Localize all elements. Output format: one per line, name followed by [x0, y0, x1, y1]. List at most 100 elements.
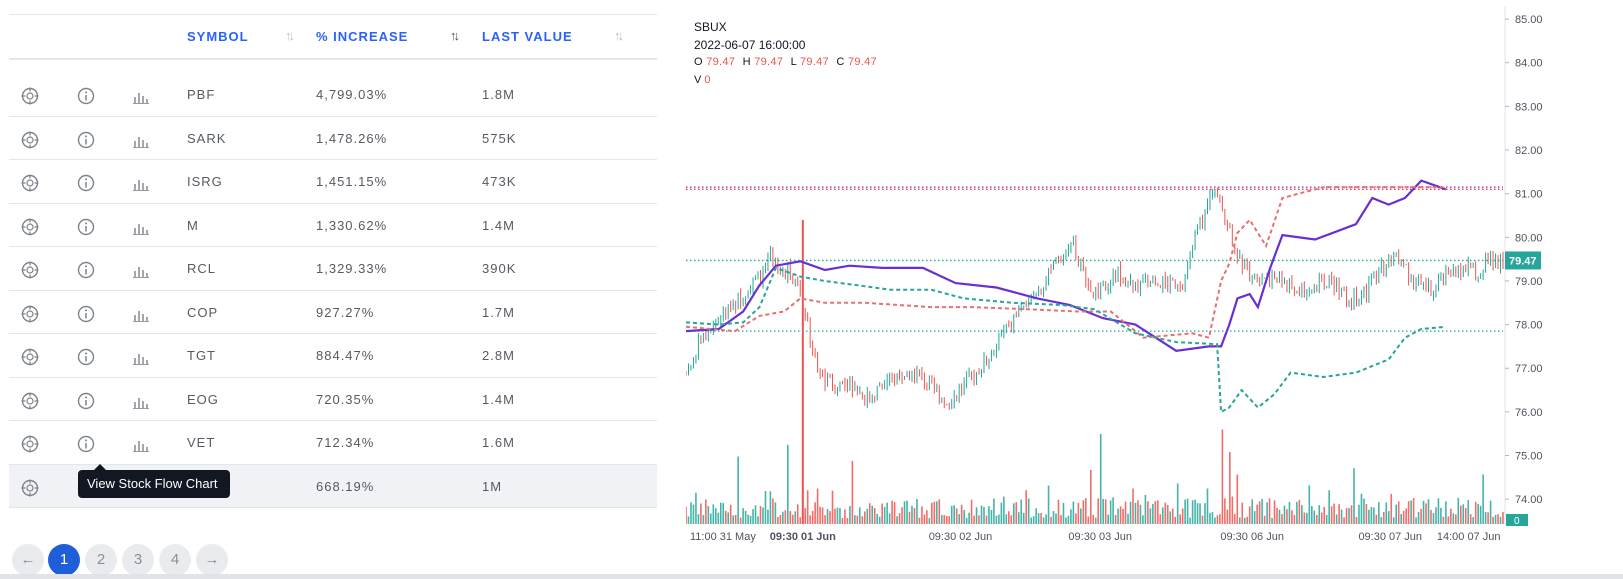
crosshair-icon[interactable]	[20, 173, 40, 193]
crosshair-icon[interactable]	[20, 130, 40, 150]
price-tick-label: 82.00	[1515, 145, 1543, 157]
chart-canvas[interactable]: 85.00 84.00 83.00 82.00 81.00 80.00 79.00 78.00…	[686, 6, 1623, 566]
volume-bar	[938, 499, 941, 524]
volume-bar	[814, 502, 816, 524]
row-symbol: VET	[187, 435, 216, 450]
sort-increase-icon[interactable]: ↑↓	[450, 28, 460, 43]
volume-bar	[913, 508, 916, 524]
volume-bar	[1042, 517, 1045, 524]
volume-bar	[747, 514, 749, 524]
bar-chart-icon[interactable]	[131, 217, 151, 237]
volume-bar	[851, 461, 854, 524]
bar-chart-icon[interactable]	[131, 173, 151, 193]
volume-bar	[1209, 512, 1211, 524]
bar-chart-icon[interactable]	[131, 130, 151, 150]
volume-bar	[692, 504, 695, 524]
volume-bar	[724, 510, 727, 524]
volume-bar	[978, 515, 980, 524]
table-row[interactable]: TGT 884.47% 2.8M	[9, 334, 657, 378]
close-label: C	[836, 56, 845, 68]
column-increase[interactable]: % INCREASE	[316, 29, 409, 44]
prev-page-button[interactable]: ←	[12, 544, 44, 576]
crosshair-icon[interactable]	[20, 86, 40, 106]
row-last-value: 473K	[482, 174, 517, 189]
info-icon[interactable]	[76, 304, 96, 324]
row-increase: 4,799.03%	[316, 87, 388, 102]
info-icon[interactable]	[76, 434, 96, 454]
volume-bar	[714, 508, 717, 524]
info-icon[interactable]	[76, 391, 96, 411]
crosshair-icon[interactable]	[20, 304, 40, 324]
volume-bar	[759, 505, 762, 524]
crosshair-icon[interactable]	[20, 217, 40, 237]
bar-chart-icon[interactable]	[131, 434, 151, 454]
page-3-button[interactable]: 3	[122, 544, 154, 576]
table-row[interactable]: ISRG 1,451.15% 473K	[9, 160, 657, 204]
volume-bar	[1161, 507, 1164, 524]
volume-bar	[712, 504, 715, 524]
column-last-value[interactable]: LAST VALUE	[482, 29, 573, 44]
sort-last-value-icon[interactable]: ↑↓	[614, 28, 624, 43]
volume-bar	[1450, 508, 1452, 524]
info-icon[interactable]	[76, 260, 96, 280]
row-symbol: EOG	[187, 391, 219, 407]
table-row[interactable]: SARK 1,478.26% 575K	[9, 117, 657, 160]
volume-bar	[1343, 517, 1345, 524]
table-row[interactable]: PBF 4,799.03% 1.8M	[9, 73, 657, 117]
volume-bar	[687, 516, 690, 524]
page-4-button[interactable]: 4	[159, 544, 191, 576]
crosshair-icon[interactable]	[20, 434, 40, 454]
price-chart[interactable]: 85.00 84.00 83.00 82.00 81.00 80.00 79.00 78.00…	[686, 6, 1623, 566]
row-increase: 1,451.15%	[316, 174, 388, 189]
bottom-scrollbar[interactable]	[0, 574, 1623, 579]
bar-chart-icon[interactable]	[131, 391, 151, 411]
volume-bar	[1186, 498, 1189, 524]
volume-bar	[1378, 502, 1380, 524]
volume-bar	[1303, 512, 1306, 524]
price-tick-label: 79.00	[1515, 276, 1543, 288]
volume-bar	[1328, 490, 1330, 524]
volume-bar	[1104, 499, 1107, 524]
crosshair-icon[interactable]	[20, 260, 40, 280]
column-symbol[interactable]: SYMBOL	[187, 29, 249, 44]
volume-bar	[1169, 511, 1172, 524]
bar-chart-icon[interactable]	[131, 347, 151, 367]
volume-bar	[1132, 488, 1134, 524]
volume-bar	[816, 488, 819, 524]
info-icon[interactable]	[76, 347, 96, 367]
volume-bar	[1176, 483, 1179, 524]
bar-chart-icon[interactable]	[131, 260, 151, 280]
crosshair-icon[interactable]	[20, 391, 40, 411]
volume-bar	[1201, 515, 1204, 524]
crosshair-icon[interactable]	[20, 478, 40, 498]
page-2-button[interactable]: 2	[85, 544, 117, 576]
sort-symbol-icon[interactable]: ↑↓	[285, 28, 295, 43]
table-row[interactable]: COP 927.27% 1.7M	[9, 291, 657, 334]
table-row[interactable]: RCL 1,329.33% 390K	[9, 247, 657, 291]
table-row[interactable]: VET 712.34% 1.6M	[9, 421, 657, 465]
volume-bar	[749, 515, 752, 524]
crosshair-icon[interactable]	[20, 347, 40, 367]
table-row[interactable]: M 1,330.62% 1.4M	[9, 204, 657, 247]
volume-bar	[757, 516, 759, 524]
volume-bar	[886, 502, 888, 524]
volume-bar	[774, 502, 777, 524]
volume-bar	[921, 506, 923, 524]
bar-chart-icon[interactable]	[131, 304, 151, 324]
volume-bar	[1231, 496, 1234, 524]
volume-bar	[1315, 515, 1318, 524]
row-last-value: 1.4M	[482, 391, 515, 407]
info-icon[interactable]	[76, 217, 96, 237]
chart-ohlc: O 79.47 H 79.47 L 79.47 C 79.47	[694, 56, 881, 68]
info-icon[interactable]	[76, 86, 96, 106]
table-row[interactable]: EOG 720.35% 1.4M	[9, 378, 657, 421]
volume-bar	[1296, 501, 1298, 524]
info-icon[interactable]	[76, 173, 96, 193]
bar-chart-icon[interactable]	[131, 86, 151, 106]
next-page-button[interactable]: →	[196, 544, 228, 576]
info-icon[interactable]	[76, 130, 96, 150]
volume-bar	[754, 505, 757, 524]
page-1-button[interactable]: 1	[48, 544, 80, 576]
volume-bar	[1437, 498, 1440, 524]
volume-bar	[898, 513, 901, 524]
